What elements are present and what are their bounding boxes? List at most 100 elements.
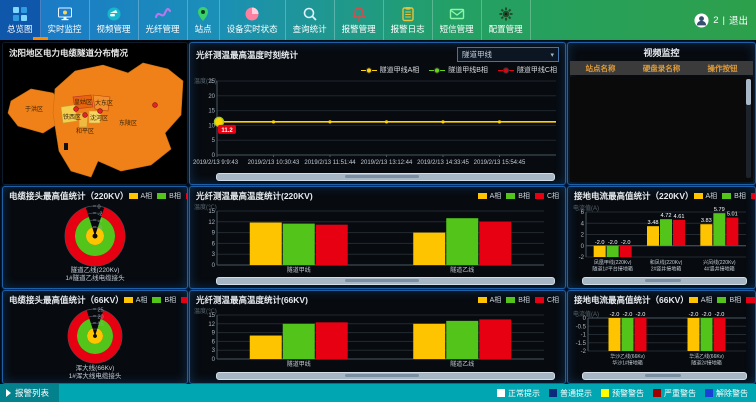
svg-text:2019/2/13 15:54:45: 2019/2/13 15:54:45 — [474, 160, 526, 166]
nav-item-label: 短信管理 — [439, 23, 474, 34]
svg-text:华沙乙线(66Kv): 华沙乙线(66Kv) — [610, 353, 645, 360]
nav-item-7[interactable]: 报警管理 — [335, 0, 384, 40]
svg-text:华清乙线(66Kv): 华清乙线(66Kv) — [689, 353, 724, 360]
svg-text:6: 6 — [212, 339, 216, 345]
nav-item-6[interactable]: 查询统计 — [286, 0, 335, 40]
svg-text:20: 20 — [98, 315, 104, 321]
map-title: 沈阳地区电力电缆隧道分布情况 — [9, 48, 129, 58]
svg-text:-1: -1 — [581, 333, 587, 339]
bar — [713, 213, 726, 246]
svg-text:隧道甲线: 隧道甲线 — [287, 360, 311, 368]
district-label: 铁西区 — [63, 113, 81, 121]
nav-item-label: 查询统计 — [292, 23, 327, 34]
nav-item-8[interactable]: 报警日志 — [384, 0, 433, 40]
nav-item-3[interactable]: 光纤管理 — [139, 0, 188, 40]
fiber-temp-220-panel: 光纤测温最高温度统计(220KV) A相 B相 C相 温度(℃) 15 12 9 6 3 0 隧道… — [189, 186, 566, 289]
column-header-site[interactable]: 站点名称 — [585, 63, 616, 73]
bar — [713, 318, 726, 351]
user-avatar-icon[interactable] — [694, 12, 709, 28]
fiber-wave-icon — [154, 6, 171, 22]
nav-item-2[interactable]: 视频管理 — [90, 0, 139, 40]
overview-grid-icon — [12, 6, 28, 22]
nav-item-4[interactable]: 站点 — [188, 0, 220, 40]
bar — [479, 319, 512, 359]
district-dadong[interactable] — [92, 94, 111, 112]
gauge-caption: 隧道乙线(220Kv) 1#隧道乙线电缆接头 — [3, 267, 187, 283]
legend-item: 隧道甲线A相 — [360, 65, 419, 75]
svg-text:隧道1#平台接地箱: 隧道1#平台接地箱 — [592, 266, 633, 273]
gauge-ring-A相 — [86, 227, 105, 245]
svg-text:3: 3 — [212, 348, 216, 354]
legend-item: A相 — [688, 295, 712, 305]
status-bar: 报警列表 正常提示 普通提示 预警警告 严重警告 解除警告 — [0, 384, 756, 402]
device-status-icon — [244, 6, 260, 22]
nav-active-underline — [33, 37, 48, 40]
legend-item: A相 — [128, 191, 152, 201]
dropdown-value: 隧道甲线 — [462, 50, 492, 59]
panel-title: 光纤测温最高温度统计(66KV) — [196, 295, 308, 305]
column-header-actions[interactable]: 操作按钮 — [707, 63, 738, 73]
cable-joint-220-panel: 电缆接头最高值统计（220KV） A相 B相 C相 0-2-4-6 隧道乙线(220… — [2, 186, 188, 289]
horizontal-scrollbar[interactable] — [216, 372, 555, 380]
panel-title: 光纤测温最高温度时刻统计 — [196, 49, 299, 60]
line-chart-legend: 隧道甲线A相 隧道甲线B相 隧道甲线C相 — [360, 65, 557, 75]
legend-item: C相 — [746, 295, 755, 305]
shenyang-district-map[interactable]: 于洪区 皇姑区 大东区 铁西区 沈河区 和平区 东陵区 — [3, 43, 187, 184]
nav-item-5[interactable]: 设备实时状态 — [220, 0, 286, 40]
alarm-list-button[interactable]: 报警列表 — [0, 384, 60, 402]
bar — [249, 335, 282, 359]
svg-text:5.01: 5.01 — [727, 212, 738, 218]
chart-legend: A相 B相 C相 — [477, 295, 559, 305]
nav-item-9[interactable]: 短信管理 — [433, 0, 482, 40]
vertical-scrollbar[interactable] — [746, 79, 751, 178]
chart-legend: A相 B相 C相 — [128, 191, 187, 201]
bar — [619, 245, 632, 257]
horizontal-scrollbar[interactable] — [582, 372, 747, 380]
district-tiexi[interactable] — [60, 104, 78, 124]
district-label: 于洪区 — [25, 105, 43, 113]
horizontal-scrollbar[interactable] — [216, 173, 555, 181]
gauge-ring-B相 — [74, 216, 115, 256]
alarm-log-icon — [400, 6, 416, 22]
gauge-ring-C相 — [65, 207, 126, 266]
map-site-pins[interactable] — [64, 102, 158, 150]
svg-text:4: 4 — [581, 221, 585, 227]
user-separator: | — [722, 14, 725, 26]
nav-item-10[interactable]: 配置管理 — [482, 0, 531, 40]
legend-item: B相 — [157, 191, 181, 201]
map-region-main[interactable] — [52, 62, 184, 178]
nav-item-0[interactable]: 总览图 — [0, 0, 41, 40]
svg-text:温度(℃): 温度(℃) — [194, 77, 217, 85]
horizontal-scrollbar[interactable] — [582, 277, 747, 285]
svg-text:-2.0: -2.0 — [689, 312, 699, 318]
top-nav: 总览图 实时监控 视频管理 光纤管理 站点 设备实时状态 查询统计 报警管理 报警日志 短信管理 配… — [0, 0, 756, 40]
svg-text:2019/2/13 10:30:43: 2019/2/13 10:30:43 — [248, 160, 300, 166]
legend-item: C相 — [181, 295, 187, 305]
gauge-caption-line1: 隧道乙线(220Kv) — [70, 267, 120, 274]
svg-text:-0.5: -0.5 — [576, 324, 587, 330]
svg-text:隧道甲线: 隧道甲线 — [287, 266, 311, 274]
bar — [621, 318, 634, 351]
bar — [249, 222, 282, 265]
ground-current-66-bar-chart: 电流值(A) 0 -0.5 -1 -1.5 -2 华沙乙线(66Kv) 华沙1#接地箱 -2.0… — [570, 307, 750, 376]
svg-text:0: 0 — [212, 263, 216, 269]
chevron-down-icon: ▾ — [550, 51, 554, 59]
bar — [413, 323, 446, 359]
line-selector-dropdown[interactable]: 隧道甲线 ▾ — [457, 47, 559, 62]
district-label: 沈河区 — [90, 114, 108, 122]
svg-text:11.2: 11.2 — [221, 128, 233, 134]
district-label: 大东区 — [95, 99, 113, 107]
nav-item-label: 设备实时状态 — [226, 23, 278, 34]
svg-text:9: 9 — [212, 231, 216, 237]
column-header-recorder[interactable]: 硬盘录名称 — [642, 63, 681, 73]
svg-text:-2.0: -2.0 — [715, 312, 725, 318]
horizontal-scrollbar[interactable] — [216, 277, 555, 285]
svg-text:3.48: 3.48 — [648, 220, 659, 226]
legend-item: B相 — [506, 295, 530, 305]
logout-button[interactable]: 退出 — [728, 16, 748, 27]
nav-item-1[interactable]: 实时监控 — [41, 0, 90, 40]
svg-text:15: 15 — [208, 209, 215, 215]
district-shenhe[interactable] — [88, 110, 102, 124]
svg-text:电流值(A): 电流值(A) — [573, 310, 599, 318]
legend-item: 正常提示 — [497, 388, 540, 399]
